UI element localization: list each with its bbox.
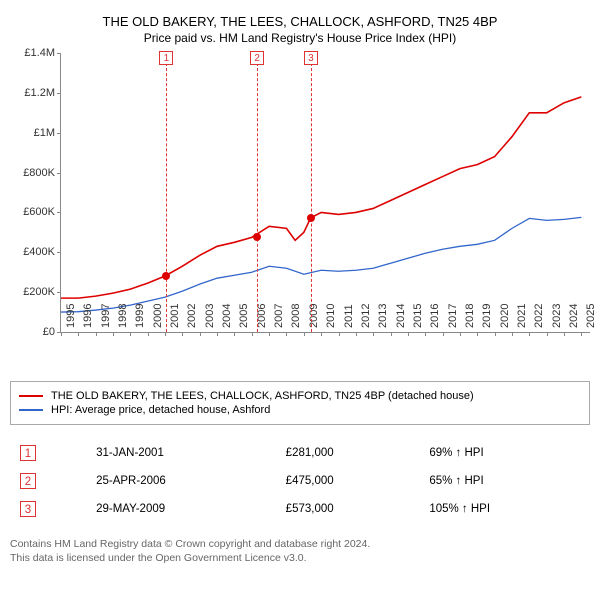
plot-area: £0£200K£400K£600K£800K£1M£1.2M£1.4M19951… [60,53,590,333]
event-date-cell: 31-JAN-2001 [86,439,276,467]
x-tick-label: 1999 [134,304,146,328]
x-tick-label: 1998 [117,304,129,328]
x-tick-label: 2023 [551,304,563,328]
event-number-box: 2 [20,473,36,489]
event-line [311,53,312,332]
event-marker-box: 1 [159,51,173,65]
x-tick-label: 2012 [360,304,372,328]
x-tick-label: 2024 [568,304,580,328]
event-price-cell: £475,000 [276,467,420,495]
legend-swatch [19,409,43,411]
legend-label: HPI: Average price, detached house, Ashf… [51,404,270,416]
event-line [166,53,167,332]
x-tick-label: 2004 [221,304,233,328]
event-number-box: 1 [20,445,36,461]
event-number-box: 3 [20,501,36,517]
event-price-cell: £573,000 [276,495,420,523]
y-tick-label: £400K [9,246,55,258]
footnote-line: Contains HM Land Registry data © Crown c… [10,537,590,551]
x-tick-label: 2019 [481,304,493,328]
x-tick-label: 2018 [464,304,476,328]
x-tick-label: 2005 [238,304,250,328]
events-table: 1 31-JAN-2001£281,00069% ↑ HPI 2 25-APR-200… [10,439,590,523]
series-property [61,97,581,298]
chart-container: THE OLD BAKERY, THE LEES, CHALLOCK, ASHF… [10,14,590,565]
x-tick-label: 2016 [429,304,441,328]
y-tick-label: £1M [9,127,55,139]
y-tick-label: £1.2M [9,87,55,99]
x-tick-label: 2013 [377,304,389,328]
x-tick-label: 2002 [186,304,198,328]
y-tick-label: £200K [9,286,55,298]
table-row: 2 25-APR-2006£475,00065% ↑ HPI [10,467,590,495]
event-date-cell: 25-APR-2006 [86,467,276,495]
x-tick-label: 2021 [516,304,528,328]
x-tick-label: 2014 [395,304,407,328]
event-price-cell: £281,000 [276,439,420,467]
x-tick-label: 2022 [533,304,545,328]
x-tick-label: 2015 [412,304,424,328]
event-line [257,53,258,332]
legend: THE OLD BAKERY, THE LEES, CHALLOCK, ASHF… [10,381,590,425]
event-delta-cell: 69% ↑ HPI [419,439,590,467]
x-tick-label: 2008 [290,304,302,328]
table-row: 3 29-MAY-2009£573,000105% ↑ HPI [10,495,590,523]
footnote: Contains HM Land Registry data © Crown c… [10,537,590,565]
y-tick-label: £0 [9,326,55,338]
legend-swatch [19,395,43,397]
event-point-marker [253,233,261,241]
x-tick-label: 2003 [204,304,216,328]
event-point-marker [307,214,315,222]
x-tick-label: 1996 [82,304,94,328]
x-tick-label: 2011 [343,304,355,328]
legend-item: HPI: Average price, detached house, Ashf… [19,404,581,416]
y-tick-label: £800K [9,167,55,179]
chart-subtitle: Price paid vs. HM Land Registry's House … [10,31,590,45]
event-point-marker [162,272,170,280]
event-num-cell: 2 [10,467,86,495]
x-tick-label: 1995 [65,304,77,328]
event-delta-cell: 105% ↑ HPI [419,495,590,523]
y-tick-label: £600K [9,206,55,218]
legend-item: THE OLD BAKERY, THE LEES, CHALLOCK, ASHF… [19,390,581,402]
event-delta-cell: 65% ↑ HPI [419,467,590,495]
event-marker-box: 3 [304,51,318,65]
y-tick-label: £1.4M [9,47,55,59]
x-tick-label: 2010 [325,304,337,328]
x-tick-label: 2017 [447,304,459,328]
x-tick-label: 2007 [273,304,285,328]
x-tick-label: 2009 [308,304,320,328]
x-tick-label: 2025 [585,304,597,328]
event-date-cell: 29-MAY-2009 [86,495,276,523]
x-tick-label: 2000 [152,304,164,328]
chart-title: THE OLD BAKERY, THE LEES, CHALLOCK, ASHF… [10,14,590,29]
series-hpi [61,217,581,312]
table-row: 1 31-JAN-2001£281,00069% ↑ HPI [10,439,590,467]
legend-label: THE OLD BAKERY, THE LEES, CHALLOCK, ASHF… [51,390,474,402]
footnote-line: This data is licensed under the Open Gov… [10,551,590,565]
x-tick-label: 2020 [499,304,511,328]
line-series-svg [61,53,590,332]
x-tick-label: 2001 [169,304,181,328]
event-num-cell: 1 [10,439,86,467]
event-num-cell: 3 [10,495,86,523]
event-marker-box: 2 [250,51,264,65]
x-tick-label: 1997 [100,304,112,328]
